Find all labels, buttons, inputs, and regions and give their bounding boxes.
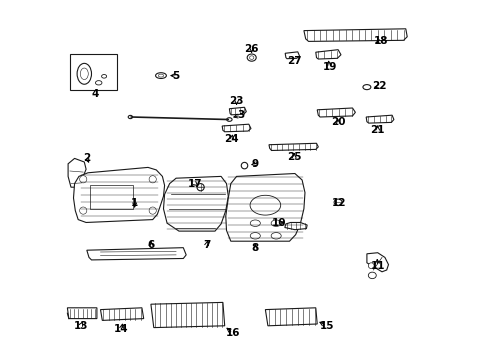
Polygon shape	[303, 29, 407, 41]
Text: 25: 25	[286, 152, 301, 162]
Ellipse shape	[333, 199, 342, 206]
Text: 20: 20	[330, 117, 345, 127]
Polygon shape	[268, 143, 318, 150]
Text: 18: 18	[373, 36, 388, 46]
Text: 22: 22	[371, 81, 386, 91]
Polygon shape	[87, 248, 186, 260]
Text: 6: 6	[147, 240, 154, 250]
Bar	[89, 185, 133, 209]
Circle shape	[149, 207, 156, 214]
Text: 27: 27	[286, 56, 301, 66]
Text: 11: 11	[370, 261, 384, 271]
Text: 8: 8	[251, 243, 258, 253]
Polygon shape	[229, 107, 246, 115]
Polygon shape	[265, 308, 317, 326]
Text: 19: 19	[323, 62, 337, 72]
Text: 26: 26	[244, 44, 259, 54]
Circle shape	[197, 184, 204, 191]
Text: 4: 4	[91, 89, 99, 99]
Ellipse shape	[247, 54, 256, 61]
Text: 23: 23	[229, 96, 244, 106]
Ellipse shape	[270, 233, 281, 239]
Text: 10: 10	[271, 218, 285, 228]
Ellipse shape	[249, 56, 253, 59]
Circle shape	[367, 263, 373, 269]
Ellipse shape	[367, 272, 375, 279]
Polygon shape	[101, 308, 143, 320]
Polygon shape	[315, 50, 340, 59]
Polygon shape	[366, 253, 387, 272]
Text: 3: 3	[237, 110, 244, 120]
Polygon shape	[163, 176, 228, 231]
Circle shape	[149, 176, 156, 183]
Polygon shape	[317, 108, 355, 117]
Text: 16: 16	[225, 328, 240, 338]
Text: 2: 2	[83, 153, 90, 163]
Circle shape	[241, 162, 247, 169]
Ellipse shape	[250, 220, 260, 226]
Ellipse shape	[158, 74, 163, 77]
Polygon shape	[284, 222, 306, 230]
Polygon shape	[73, 167, 164, 222]
Text: 21: 21	[370, 125, 384, 135]
Text: 17: 17	[187, 179, 202, 189]
Text: 12: 12	[331, 198, 346, 208]
Ellipse shape	[80, 68, 88, 80]
Ellipse shape	[362, 85, 370, 90]
Text: 15: 15	[319, 321, 333, 331]
Polygon shape	[68, 158, 86, 187]
Ellipse shape	[102, 75, 106, 78]
Text: 13: 13	[73, 321, 88, 331]
Ellipse shape	[250, 233, 260, 239]
Polygon shape	[67, 308, 97, 319]
Polygon shape	[151, 302, 224, 328]
Circle shape	[80, 207, 87, 214]
Ellipse shape	[270, 220, 281, 226]
Polygon shape	[225, 174, 305, 241]
Text: 24: 24	[224, 134, 239, 144]
Circle shape	[80, 176, 87, 183]
Text: 14: 14	[114, 324, 128, 334]
Ellipse shape	[226, 118, 232, 121]
Polygon shape	[366, 115, 393, 123]
Text: 1: 1	[131, 198, 138, 208]
Polygon shape	[222, 124, 250, 132]
Ellipse shape	[128, 115, 132, 118]
Polygon shape	[285, 52, 299, 59]
Bar	[70, 54, 117, 90]
Ellipse shape	[77, 63, 91, 84]
Ellipse shape	[249, 195, 280, 215]
Text: 9: 9	[251, 159, 258, 169]
Ellipse shape	[155, 73, 166, 78]
Text: 5: 5	[172, 71, 180, 81]
Ellipse shape	[95, 81, 102, 85]
Text: 7: 7	[203, 240, 210, 250]
